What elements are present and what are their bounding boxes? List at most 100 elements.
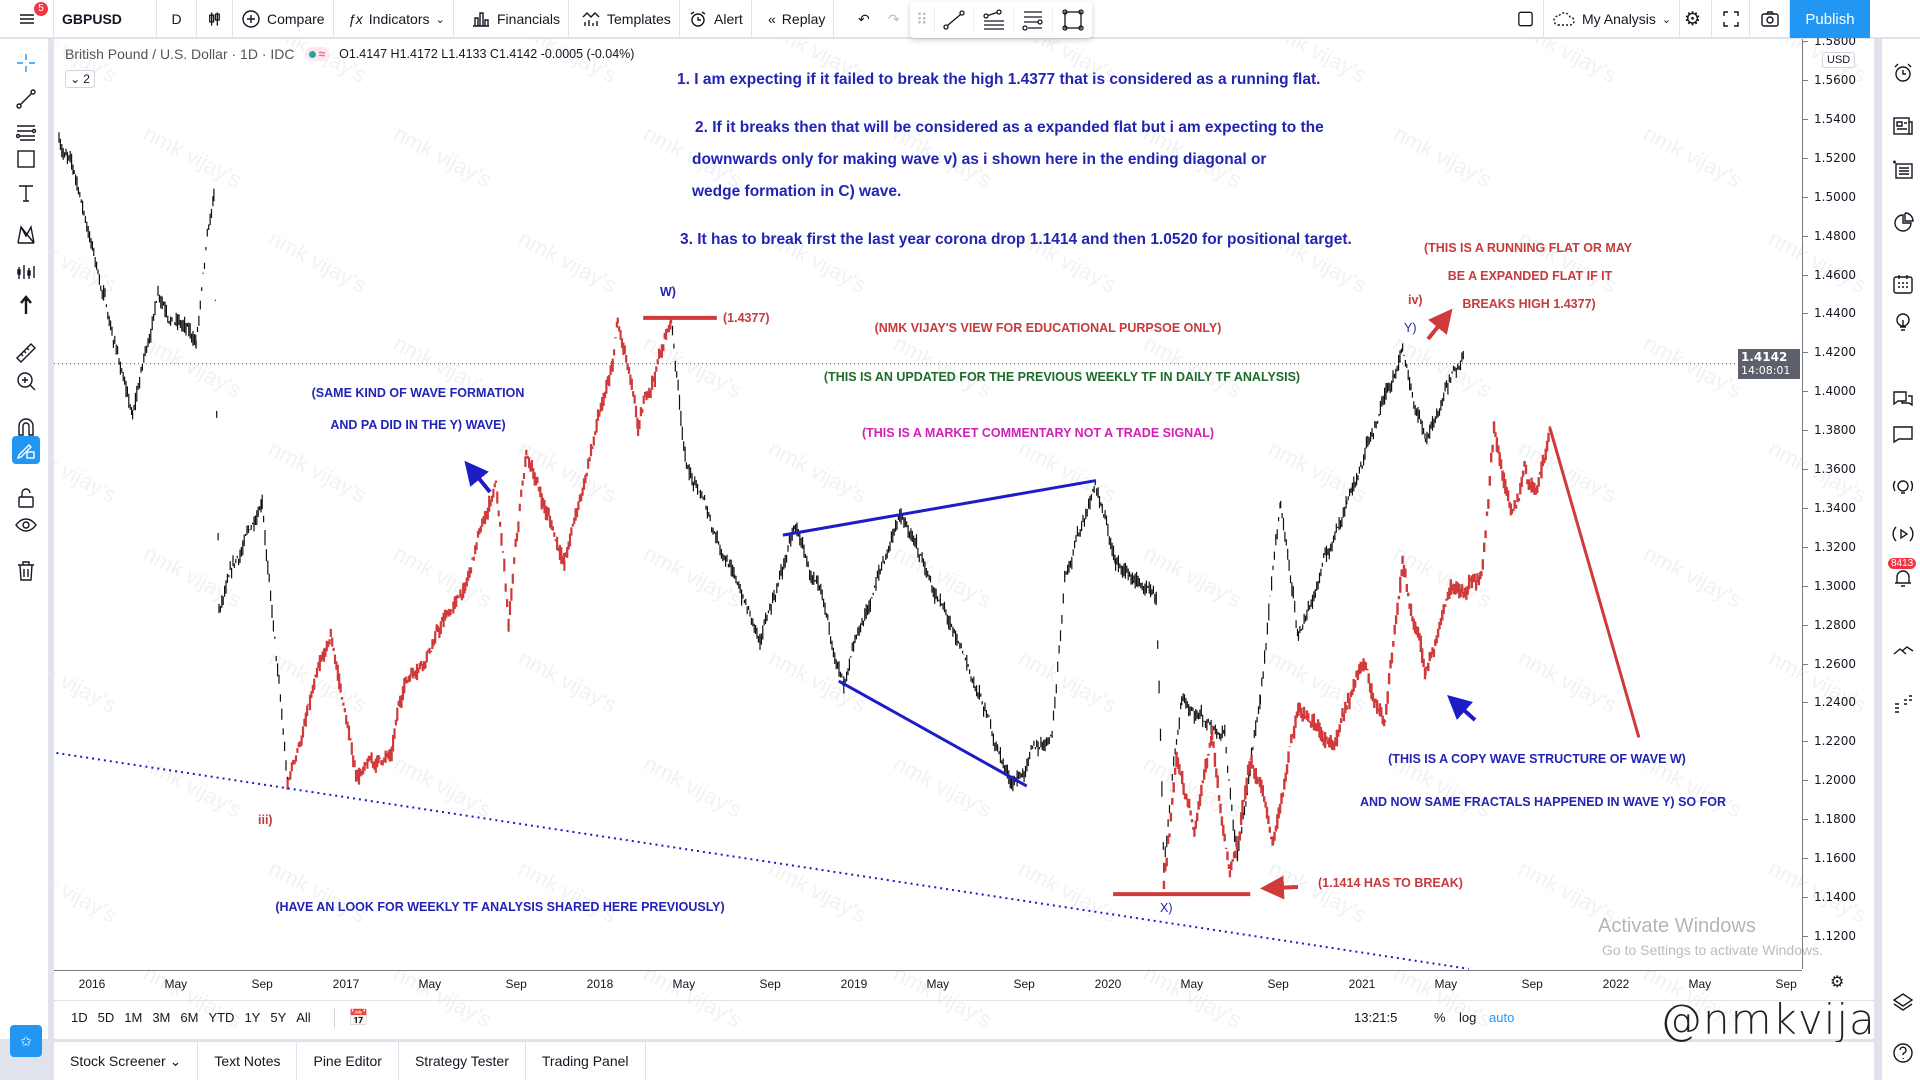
layout-select-button[interactable] [1508,0,1544,38]
alert-button[interactable]: Alert [680,0,752,38]
currency-label[interactable]: USD [1822,52,1856,68]
goto-date-calendar-icon[interactable]: 📅 [333,1007,369,1028]
hotlists-button[interactable] [1888,209,1918,237]
log-toggle[interactable]: log [1459,1010,1477,1025]
auto-scale-toggle[interactable]: auto [1489,1010,1515,1025]
notifications-button[interactable]: 8413 [1888,558,1918,592]
crosshair-tool[interactable] [12,49,40,77]
text-tool[interactable] [12,179,40,207]
magnet-icon [18,418,34,436]
chart-type-button[interactable] [197,0,233,38]
shapes-tool[interactable] [12,145,40,173]
magnet-tool[interactable] [12,413,40,441]
dom-button[interactable] [1888,637,1918,665]
note-2c: wedge formation in C) wave. [692,183,902,200]
clock-time[interactable]: 13:21:5 [1354,1010,1398,1025]
indicator-collapse-button[interactable]: ⌄ 2 [65,70,95,88]
patterns-tool[interactable] [12,221,40,249]
range-button-1d[interactable]: 1D [71,1010,88,1025]
layers-button[interactable] [1888,989,1918,1017]
live-streams-button[interactable] [1888,520,1918,548]
rectangle-tool[interactable] [1052,8,1092,32]
streams-button[interactable] [1888,473,1918,501]
drag-handle-icon[interactable]: ⠿ [916,12,928,29]
symbol-search-button[interactable]: GBPUSD [54,0,157,38]
settings-button[interactable]: ⚙ [1674,0,1712,38]
running-flat-note-2: BE A EXPANDED FLAT IF IT [1447,269,1613,283]
range-button-5y[interactable]: 5Y [270,1010,287,1025]
price-bars [58,132,1464,873]
chats-button[interactable] [1888,385,1918,413]
private-chats-button[interactable] [1888,420,1918,448]
broadcast-bulb-icon [1892,480,1914,494]
bar-countdown: 14:08:01 [1741,363,1791,377]
templates-button[interactable]: Templates [573,0,680,38]
bottom-tab-pine-editor[interactable]: Pine Editor [297,1042,399,1080]
undo-button[interactable]: ↶ [850,0,878,38]
same-formation-note-2: AND PA DID IN THE Y) WAVE) [330,418,506,432]
bottom-tab-strategy-tester[interactable]: Strategy Tester [399,1042,526,1080]
ruler-icon [16,343,36,363]
object-tree-button[interactable] [1888,690,1918,718]
price-tick: 1.1200 [1803,929,1856,943]
wedge-lower-line [838,679,1028,788]
range-button-ytd[interactable]: YTD [208,1010,235,1025]
calendar-icon [1893,275,1913,294]
bottom-tab-text-notes[interactable]: Text Notes [198,1042,298,1080]
replay-button[interactable]: « Replay [760,0,835,38]
range-button-6m[interactable]: 6M [180,1010,199,1025]
parallel-channel-icon [982,9,1004,30]
prediction-tool[interactable] [12,259,40,287]
fib-tool[interactable] [1012,8,1053,32]
range-button-1y[interactable]: 1Y [244,1010,261,1025]
fullscreen-button[interactable] [1712,0,1750,38]
range-button-3m[interactable]: 3M [152,1010,171,1025]
zoom-tool[interactable] [12,367,40,395]
financials-button[interactable]: Financials [463,0,570,38]
news-button[interactable] [1888,112,1918,140]
data-window-button[interactable] [1888,156,1918,184]
help-button[interactable] [1888,1039,1918,1067]
publish-button[interactable]: Publish [1790,0,1870,38]
tradingview-logo-icon[interactable]: ✩ [10,1025,42,1057]
note-3: 3. It has to break first the last year c… [680,231,1352,248]
compare-button[interactable]: Compare [233,0,334,38]
main-menu-button[interactable]: 5 [0,0,54,38]
update-note: (THIS IS AN UPDATED FOR THE PREVIOUS WEE… [823,370,1301,384]
trend-line-tool[interactable] [12,85,40,113]
range-button-5d[interactable]: 5D [97,1010,115,1025]
calendar-button[interactable] [1888,270,1918,298]
save-layout-button[interactable]: My Analysis ⌄ [1544,0,1681,38]
bottom-panel-tabs: Stock Screener ⌄ Text Notes Pine Editor Str… [54,1042,1874,1080]
text-icon [19,185,33,202]
stay-in-drawing-mode-tool[interactable] [12,436,40,464]
price-tick: 1.2600 [1803,657,1856,671]
range-button-1m[interactable]: 1M [124,1010,143,1025]
icons-tool[interactable] [12,291,40,319]
time-axis[interactable]: 2016 May Sep 2017 May Sep 2018 May Sep 2019 May Sep… [54,970,1802,996]
bottom-tab-trading-panel[interactable]: Trading Panel [526,1042,646,1080]
fib-lines-icon [15,125,37,141]
remove-drawings-tool[interactable] [12,557,40,585]
axis-settings-gear-icon[interactable]: ⚙ [1830,974,1845,991]
ideas-button[interactable] [1888,308,1918,336]
snapshot-button[interactable] [1750,0,1790,38]
symbol-description[interactable]: British Pound / U.S. Dollar · 1D · IDC [65,46,295,62]
price-axis[interactable]: 1.5800 1.5600 1.5400 1.5200 1.5000 1.4800 1.46… [1802,34,1874,969]
percent-toggle[interactable]: % [1434,1010,1446,1025]
trend-line-icon [943,10,965,30]
trend-line-tool[interactable] [933,8,974,32]
measure-tool[interactable] [12,339,40,367]
drawing-toolbar: ✩ [0,39,52,1057]
hide-drawings-tool[interactable] [12,511,40,539]
redo-button[interactable]: ↷ [880,0,908,38]
interval-button[interactable]: D [157,0,197,38]
range-button-all[interactable]: All [296,1010,311,1025]
pitchfork-tool[interactable] [973,8,1013,32]
watchlist-button[interactable] [1888,59,1918,87]
bottom-tab-stock-screener[interactable]: Stock Screener ⌄ [54,1042,199,1080]
fib-tool[interactable] [12,118,40,146]
lock-drawings-tool[interactable] [12,484,40,512]
indicators-button[interactable]: ƒx Indicators ⌄ [340,0,454,38]
